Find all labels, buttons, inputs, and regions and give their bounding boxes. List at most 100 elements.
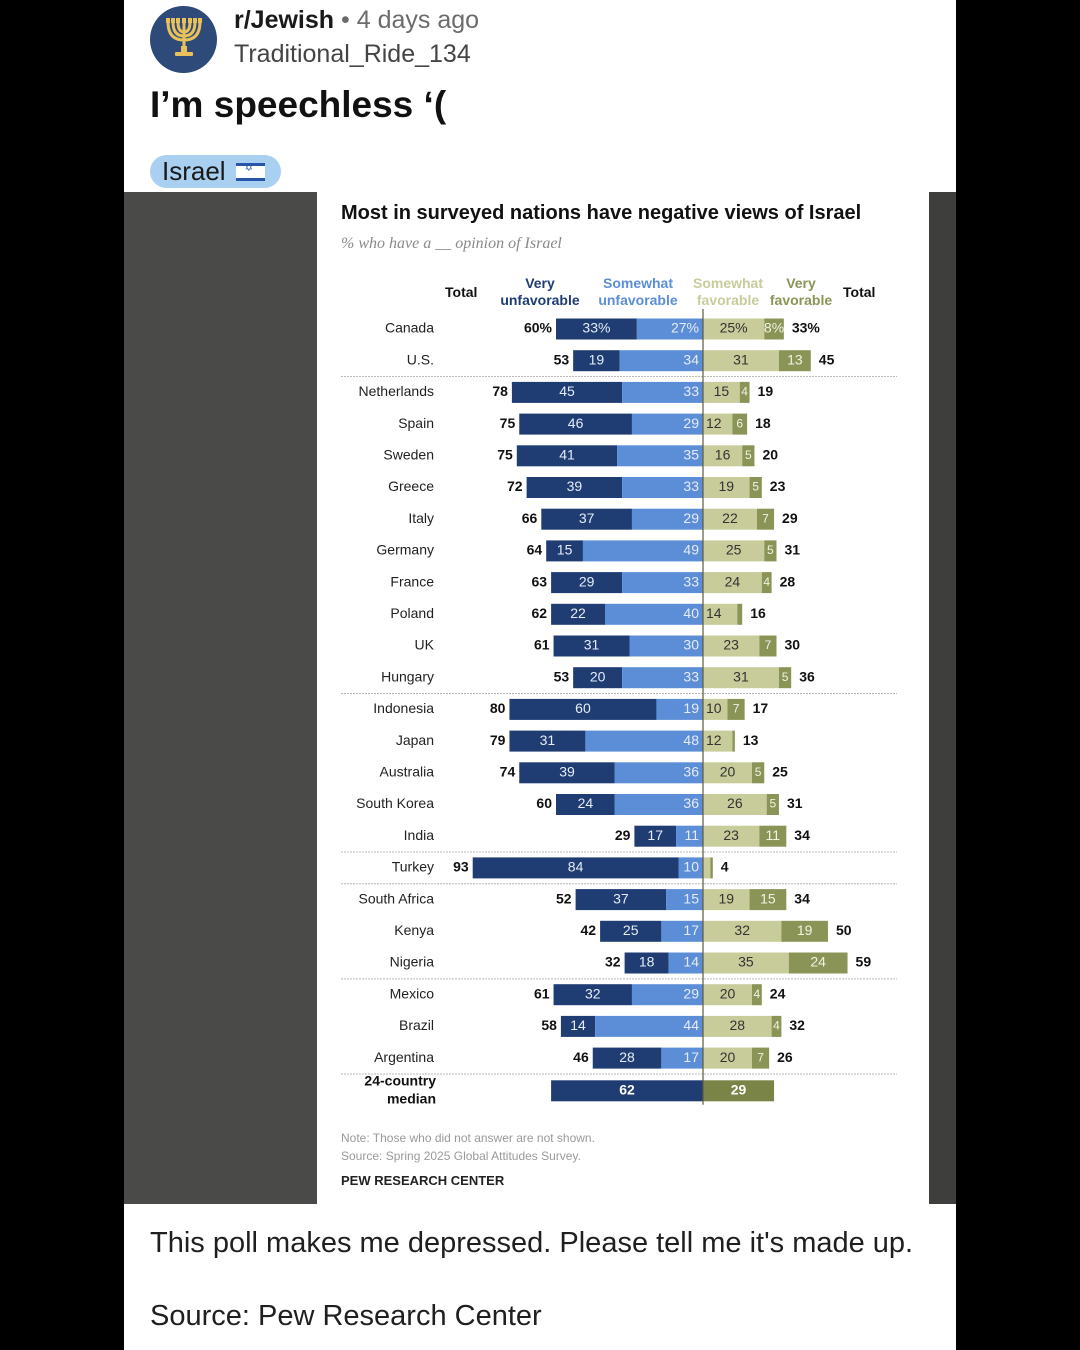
header-total-right: Total xyxy=(843,284,876,300)
country-label: Spain xyxy=(398,415,434,431)
bar-somewhat-unfavorable xyxy=(668,952,703,974)
bar-very-unfavorable xyxy=(553,635,630,657)
bar-somewhat-unfavorable xyxy=(614,762,703,784)
bar-somewhat-unfavorable xyxy=(678,857,703,879)
label-somewhat-unfavorable: 49 xyxy=(683,542,699,558)
country-label: France xyxy=(390,573,434,589)
bar-very-unfavorable xyxy=(573,667,623,689)
label-somewhat-favorable: 24 xyxy=(725,573,741,589)
bar-somewhat-favorable xyxy=(703,572,762,594)
bar-very-favorable xyxy=(752,762,765,784)
total-unfavorable: 62 xyxy=(532,605,548,621)
label-very-unfavorable: 18 xyxy=(639,954,655,970)
bar-very-unfavorable xyxy=(575,889,667,911)
country-label: Kenya xyxy=(394,922,434,938)
bar-very-favorable xyxy=(710,857,713,879)
total-favorable: 34 xyxy=(794,827,810,843)
bar-somewhat-unfavorable xyxy=(582,540,703,562)
bar-very-favorable xyxy=(749,889,787,911)
total-favorable: 24 xyxy=(770,985,786,1001)
country-label: Italy xyxy=(408,510,434,526)
bar-somewhat-favorable xyxy=(703,477,750,498)
label-somewhat-unfavorable: 10 xyxy=(683,859,699,875)
country-label: Australia xyxy=(380,764,435,780)
label-very-favorable: 13 xyxy=(787,351,803,367)
label-somewhat-unfavorable: 19 xyxy=(683,700,699,716)
bar-very-favorable xyxy=(732,413,748,435)
header-very-favorable: Very favorable xyxy=(765,275,837,309)
bar-very-unfavorable xyxy=(560,1015,596,1037)
header-line: Somewhat xyxy=(692,275,763,291)
label-very-favorable: 5 xyxy=(782,670,789,684)
subreddit-link[interactable]: r/Jewish xyxy=(234,6,335,34)
label-somewhat-unfavorable: 29 xyxy=(683,985,699,1001)
label-somewhat-unfavorable: 44 xyxy=(683,1017,699,1033)
label-very-unfavorable: 39 xyxy=(567,478,583,494)
header-line: Somewhat xyxy=(602,275,673,291)
label-somewhat-unfavorable: 40 xyxy=(683,605,699,621)
total-unfavorable: 53 xyxy=(554,351,570,367)
post-image[interactable]: Most in surveyed nations have negative v… xyxy=(124,192,956,1204)
label-very-favorable: 24 xyxy=(810,954,826,970)
total-favorable: 4 xyxy=(721,859,729,875)
country-label: Japan xyxy=(396,732,434,748)
chart-notes: Note: Those who did not answer are not s… xyxy=(341,1129,595,1165)
country-label: Nigeria xyxy=(390,954,435,970)
label-very-favorable: 7 xyxy=(765,638,772,652)
country-label: Greece xyxy=(388,478,434,494)
label-very-favorable: 4 xyxy=(741,385,748,399)
label-very-unfavorable: 84 xyxy=(568,859,584,875)
country-label: U.S. xyxy=(407,351,434,367)
label-very-unfavorable: 15 xyxy=(557,542,573,558)
label-somewhat-favorable: 26 xyxy=(727,795,743,811)
bar-very-favorable xyxy=(749,477,762,498)
post-time: 4 days ago xyxy=(356,6,480,34)
country-label: Argentina xyxy=(374,1049,434,1065)
country-label: India xyxy=(404,827,435,843)
subreddit-avatar[interactable] xyxy=(150,6,217,73)
bar-very-favorable xyxy=(781,920,828,942)
label-somewhat-unfavorable: 17 xyxy=(683,922,699,938)
bar-somewhat-unfavorable xyxy=(619,350,703,372)
bar-somewhat-unfavorable xyxy=(614,794,703,815)
bar-very-unfavorable xyxy=(551,572,623,594)
label-very-favorable: 19 xyxy=(797,922,813,938)
post-title[interactable]: I’m speechless ‘( xyxy=(150,84,447,125)
median-label: median xyxy=(387,1091,436,1107)
bar-somewhat-favorable xyxy=(703,920,782,942)
author-link[interactable]: Traditional_Ride_134 xyxy=(234,40,471,68)
label-very-favorable: 7 xyxy=(757,1050,764,1064)
label-somewhat-unfavorable: 33 xyxy=(683,383,699,399)
total-favorable: 16 xyxy=(750,605,766,621)
total-unfavorable: 42 xyxy=(581,922,597,938)
country-label: South Korea xyxy=(356,795,434,811)
label-somewhat-favorable: 25% xyxy=(720,320,748,336)
total-unfavorable: 64 xyxy=(527,542,543,558)
label-somewhat-unfavorable: 34 xyxy=(683,351,699,367)
bar-very-favorable xyxy=(752,984,762,1006)
bar-very-favorable xyxy=(764,318,784,340)
bar-somewhat-unfavorable xyxy=(666,889,703,911)
bar-somewhat-unfavorable xyxy=(595,1015,703,1037)
country-label: South Africa xyxy=(359,890,435,906)
total-favorable: 36 xyxy=(799,668,815,684)
post-flair[interactable]: Israel xyxy=(150,155,281,188)
bar-very-unfavorable xyxy=(472,857,679,879)
label-somewhat-unfavorable: 27% xyxy=(671,320,699,336)
label-somewhat-favorable: 20 xyxy=(720,764,736,780)
header-line: favorable xyxy=(769,292,833,308)
bar-very-favorable xyxy=(727,698,745,720)
total-favorable: 32 xyxy=(789,1017,805,1033)
bar-somewhat-unfavorable xyxy=(605,603,703,625)
country-label: Sweden xyxy=(383,447,434,463)
total-favorable: 28 xyxy=(780,573,796,589)
bar-very-unfavorable xyxy=(546,540,583,562)
chart-title: Most in surveyed nations have negative v… xyxy=(341,202,862,224)
bar-very-favorable xyxy=(766,794,779,815)
publisher-label: PEW RESEARCH CENTER xyxy=(341,1173,505,1188)
header-line: Very xyxy=(525,275,555,291)
bar-very-favorable xyxy=(759,635,777,657)
bar-somewhat-favorable xyxy=(703,381,740,403)
total-unfavorable: 46 xyxy=(573,1049,589,1065)
bar-very-unfavorable xyxy=(541,508,632,530)
